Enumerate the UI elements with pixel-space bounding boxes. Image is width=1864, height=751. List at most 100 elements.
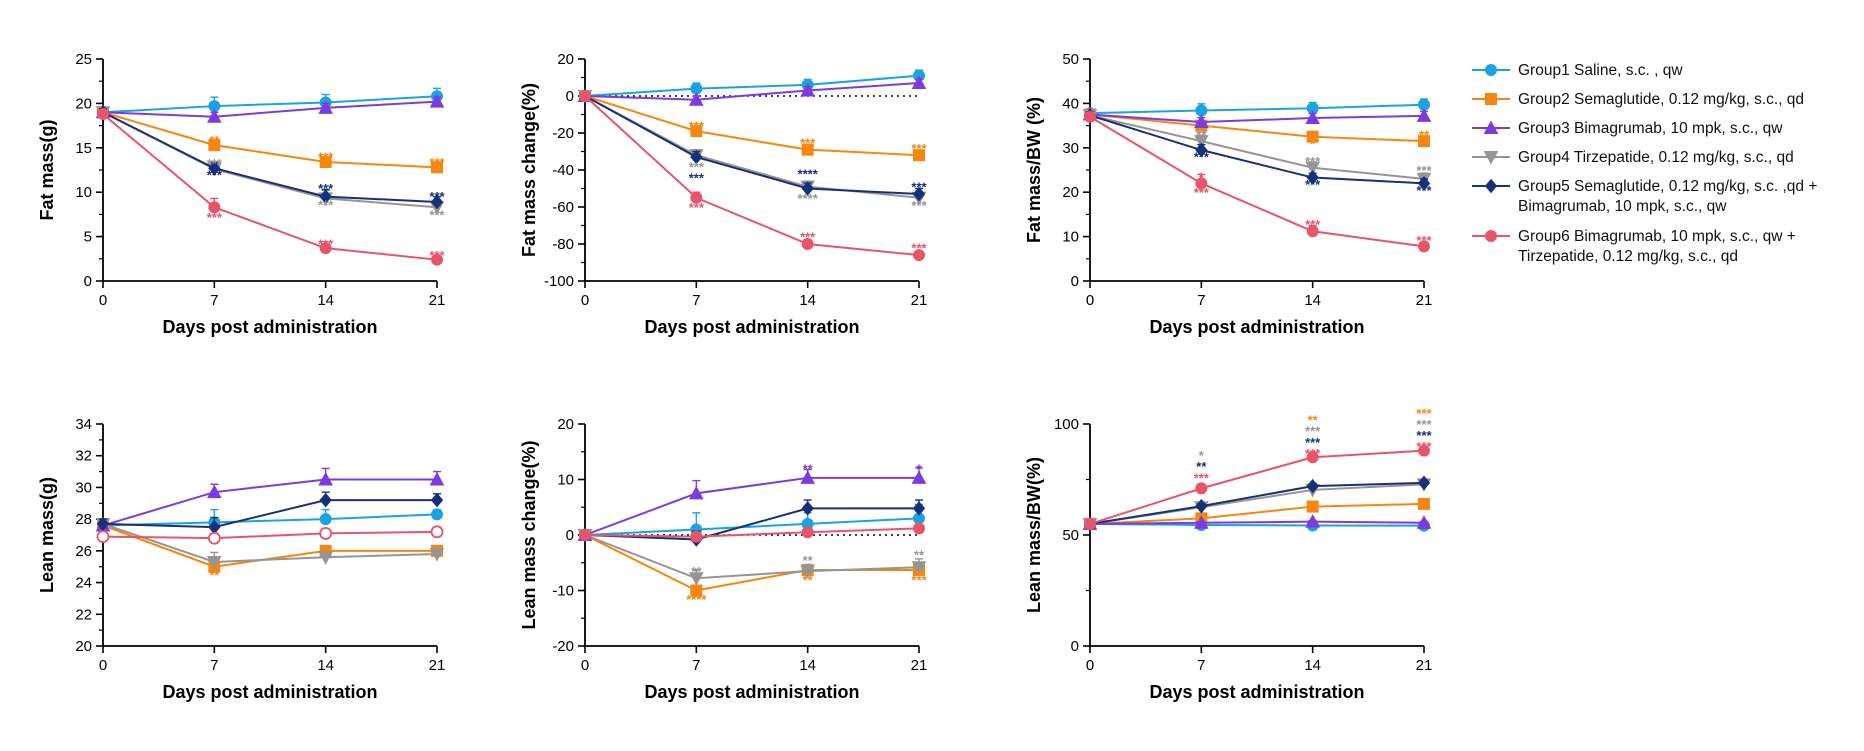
y-tick-label: -20 [552, 638, 574, 655]
significance-label: *** [1194, 150, 1210, 165]
y-tick-label: 0 [566, 88, 574, 105]
significance-label: *** [207, 156, 223, 171]
legend-marker-group6 [1472, 230, 1510, 242]
data-point [1084, 110, 1096, 123]
x-tick-label: 7 [1197, 292, 1205, 309]
significance-label: *** [1416, 428, 1432, 443]
series-g1 [1084, 98, 1430, 120]
x-tick-label: 14 [799, 292, 816, 309]
significance-label: *** [1416, 183, 1432, 198]
data-point [800, 565, 816, 579]
series-g5 [578, 88, 926, 202]
x-axis-title: Days post administration [162, 317, 377, 337]
legend-item-group6: Group6 Bimagrumab, 10 mpk, s.c., qw + Ti… [1470, 226, 1860, 276]
significance-label: *** [207, 210, 223, 225]
y-tick-label: 20 [557, 416, 574, 433]
y-tick-label: -40 [552, 162, 574, 179]
data-point [690, 149, 703, 165]
data-point [1418, 444, 1430, 457]
series-line [1089, 114, 1425, 185]
x-tick-label: 7 [1197, 657, 1205, 674]
y-tick-label: 30 [75, 479, 92, 496]
legend-marker-group2 [1472, 93, 1510, 105]
legend-symbol [1484, 178, 1498, 194]
series-line [1089, 481, 1425, 525]
significance-label: *** [1305, 424, 1321, 439]
data-point [319, 513, 332, 526]
significance-label: *** [429, 248, 445, 263]
data-point [800, 82, 816, 97]
data-point [431, 253, 443, 266]
data-point [801, 181, 814, 196]
data-point [690, 530, 703, 543]
legend-symbol [1485, 93, 1497, 105]
series-line [1089, 103, 1425, 115]
series-line [102, 513, 438, 527]
x-axis-title: Days post administration [644, 317, 859, 337]
data-point [208, 160, 221, 176]
x-tick-label: 21 [429, 292, 446, 309]
series-line [1089, 522, 1425, 527]
data-point [1306, 130, 1319, 143]
significance-label: *** [429, 189, 445, 204]
data-point [1416, 108, 1432, 122]
significance-label: *** [429, 207, 445, 222]
chart-lean-mass-change: -20 -10 0 10 20 0 7 14 21 Days post administratio… [519, 416, 928, 702]
significance-label: *** [800, 135, 816, 150]
chart-fat-mass: 0 5 10 15 20 25 0 7 14 21 Days post administration… [37, 51, 446, 337]
series-line [102, 95, 438, 114]
data-point [911, 470, 927, 484]
y-tick-label: 20 [75, 95, 92, 112]
series-line [584, 95, 920, 196]
series-line [584, 476, 919, 536]
series-line [584, 74, 920, 97]
series-g6 [96, 525, 444, 545]
significance-label: *** [689, 170, 705, 185]
y-tick-label: -80 [552, 236, 574, 253]
y-tick-label: 100 [1054, 416, 1079, 433]
y-tick-label: 5 [84, 229, 92, 246]
data-point [1416, 515, 1432, 529]
significance-label: *** [1194, 185, 1210, 200]
legend-label-group6-line1: Group6 Bimagrumab, 10 mpk, s.c., qw + [1518, 228, 1796, 245]
y-axis-title: Fat mass(g) [37, 119, 57, 220]
legend-marker-group1 [1472, 64, 1510, 76]
significance-label: *** [429, 155, 445, 170]
significance-label: *** [1305, 177, 1321, 192]
data-point [319, 189, 332, 204]
legend-item-group4: Group4 Tirzepatide, 0.12 mg/kg, s.c., qd [1470, 147, 1860, 176]
significance-label: **** [686, 592, 707, 607]
series-g4 [95, 106, 445, 215]
series-g4 [577, 90, 927, 206]
series-g6 [1084, 444, 1430, 530]
series-line [102, 478, 437, 527]
significance-label: ** [803, 553, 814, 568]
series-line [102, 522, 438, 563]
data-point [801, 501, 814, 516]
legend: Group1 Saline, s.c. , qw Group2 Semaglut… [1470, 60, 1860, 276]
x-axis-title: Days post administration [644, 682, 859, 702]
significance-label: ** [1196, 127, 1207, 142]
x-axis-title: Days post administration [1149, 317, 1364, 337]
chart-lean-mass-bw: 0 50 100 0 7 14 21 Days post administration Lean… [1024, 406, 1433, 702]
series-line [584, 527, 920, 538]
series-line [102, 100, 438, 118]
y-tick-label: 34 [75, 416, 92, 433]
x-tick-label: 0 [99, 657, 107, 674]
y-tick-label: 25 [75, 51, 92, 68]
data-point [1418, 240, 1430, 253]
significance-label: * [1310, 136, 1316, 151]
significance-label: **** [798, 167, 819, 182]
y-axis-title: Lean mass/BW(%) [1024, 457, 1044, 613]
y-tick-label: -100 [544, 273, 574, 290]
series-g3 [1082, 106, 1432, 129]
data-point [911, 561, 927, 575]
data-point [912, 501, 926, 516]
legend-item-group5: Group5 Semaglutide, 0.12 mg/kg, s.c. ,qd… [1470, 176, 1860, 226]
series-line [102, 499, 437, 529]
legend-marker-group3 [1472, 120, 1510, 134]
x-axis-title: Days post administration [162, 682, 377, 702]
significance-label: *** [911, 141, 927, 156]
data-point [1305, 110, 1321, 125]
significance-label: ** [803, 461, 814, 476]
